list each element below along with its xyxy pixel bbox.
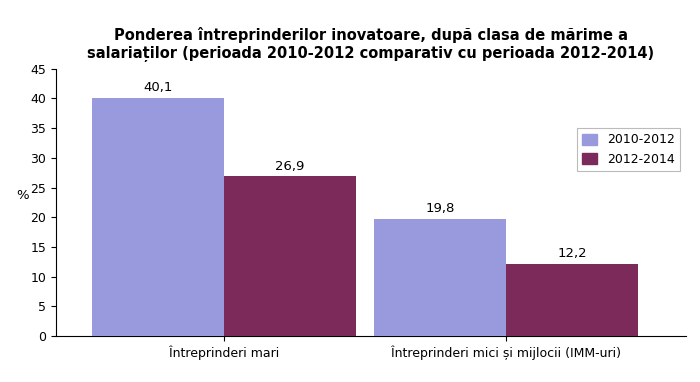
Bar xyxy=(506,264,638,336)
Text: 26,9: 26,9 xyxy=(275,160,304,173)
Text: 40,1: 40,1 xyxy=(144,81,173,94)
Title: Ponderea întreprinderilor inovatoare, după clasa de mărime a
salariaților (perio: Ponderea întreprinderilor inovatoare, du… xyxy=(88,27,654,62)
Bar xyxy=(92,98,224,336)
Text: 12,2: 12,2 xyxy=(557,247,587,260)
Legend: 2010-2012, 2012-2014: 2010-2012, 2012-2014 xyxy=(577,128,680,171)
Text: 19,8: 19,8 xyxy=(426,202,455,215)
Y-axis label: %: % xyxy=(16,189,29,202)
Bar xyxy=(374,219,506,336)
Bar xyxy=(224,176,356,336)
